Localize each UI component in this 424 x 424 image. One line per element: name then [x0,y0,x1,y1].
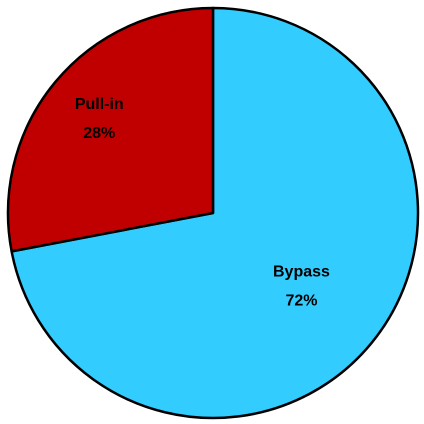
pie-slice [10,6,420,420]
slice-value-label: 72% [285,292,317,309]
slice-value-label: 28% [83,125,115,142]
pie-slice [6,6,215,253]
slice-label: Bypass [273,263,330,280]
slice-label: Pull-in [75,96,124,113]
